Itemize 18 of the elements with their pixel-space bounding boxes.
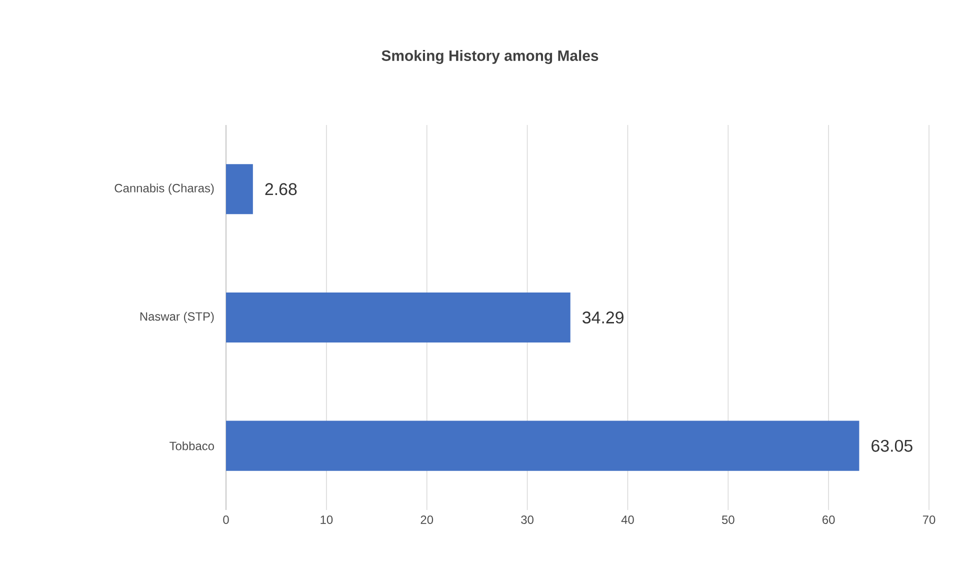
bar	[226, 292, 570, 343]
y-tick-label: Cannabis (Charas)	[114, 184, 214, 195]
x-tick-label: 40	[621, 516, 634, 524]
x-tick-label: 60	[822, 516, 835, 524]
data-label: 2.68	[265, 183, 297, 196]
data-label: 63.05	[872, 440, 912, 452]
bar	[226, 164, 253, 214]
x-tick-label: 50	[722, 516, 734, 524]
chart-title: Smoking History among Males	[382, 50, 598, 64]
x-tick-label: 10	[320, 516, 333, 524]
y-tick-label: Naswar (STP)	[140, 312, 214, 324]
bar	[226, 420, 860, 471]
x-tick-label: 0	[223, 516, 229, 524]
x-tick-label: 20	[420, 516, 434, 524]
y-tick-label: Tobbaco	[170, 441, 214, 450]
data-label: 34.29	[582, 311, 624, 324]
x-tick-label: 30	[521, 516, 534, 524]
x-tick-label: 70	[922, 516, 936, 524]
